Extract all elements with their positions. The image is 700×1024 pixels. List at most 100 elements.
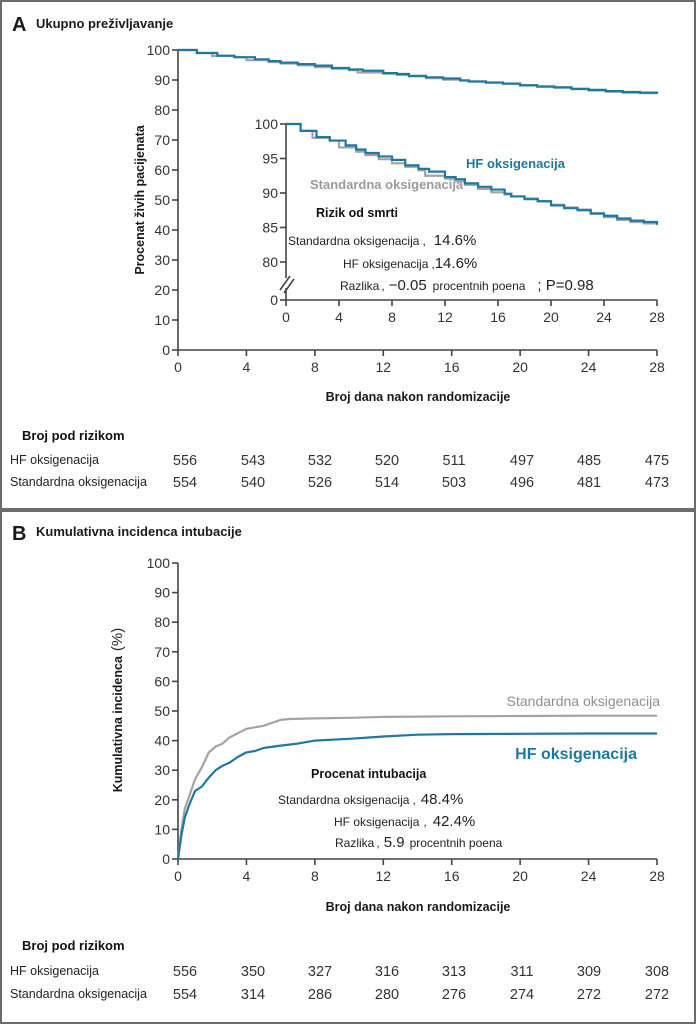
inset-label-std: Standardna oksigenacija: [310, 177, 464, 192]
panel-b-title: Kumulativna incidenca intubacije: [36, 524, 242, 539]
panel-a-inset: 0 80 85 90 95 100 0 4 8 12 16 20 24 28: [255, 116, 665, 325]
panel-a-x-tick-label: 24: [581, 359, 597, 375]
panel-b-annotation-title: Procenat intubacija: [311, 767, 427, 781]
inset-background: [285, 120, 662, 300]
panel-b-label-std: Standardna oksigenacija: [507, 693, 661, 709]
panel-b-risk-value: 316: [375, 964, 399, 980]
panel-b-x-tick-label: 0: [174, 868, 182, 884]
panel-a-y-tick-label: 100: [147, 42, 171, 58]
panel-b-axes: 0 10 20 30 40 50 60 70 80 90 100 0 4 8 12 16 20 24 28: [147, 555, 665, 884]
panel-a-annotation-line-std: Standardna oksigenacija, 14.6%: [288, 232, 476, 249]
panel-b-risk-row-label: HF oksigenacija: [10, 964, 99, 978]
inset-x-tick-label: 4: [335, 309, 343, 325]
inset-y-tick-label: 100: [255, 116, 279, 132]
panel-a-risk-value: 511: [442, 453, 465, 469]
panel-b-x-tick-label: 20: [512, 868, 528, 884]
inset-label-hf: HF oksigenacija: [466, 156, 566, 171]
panel-a-x-tick-label: 16: [444, 359, 460, 375]
panel-a-risk-value: 543: [241, 453, 265, 469]
inset-y-tick-label: 80: [262, 254, 278, 270]
panel-b-curve-hf: [176, 732, 657, 860]
panel-b-y-tick-label: 30: [154, 762, 170, 778]
inset-x-tick-label: 24: [596, 309, 612, 325]
panel-a-y-tick-label: 50: [154, 192, 170, 208]
panel-b-x-tick-label: 28: [649, 868, 665, 884]
panel-b-x-tick-label: 12: [375, 868, 391, 884]
panel-b-risk-value: 556: [173, 964, 197, 980]
panel-a-annotation-line-diff: Razlika, −0.05 procentnih poena; P=0.98: [340, 277, 594, 294]
panel-b-risk-value: 272: [645, 987, 669, 1003]
panel-b-y-tick-label: 10: [154, 821, 170, 837]
inset-x-tick-label: 8: [388, 309, 396, 325]
panel-b-frame: [0, 510, 696, 1024]
panel-b-y-tick-label: 80: [154, 614, 170, 630]
panel-b-risk-value: 554: [173, 987, 197, 1003]
panel-a-risk-row-label: HF oksigenacija: [10, 453, 99, 467]
inset-x-tick-label: 20: [543, 309, 559, 325]
panel-a-risk-value: 481: [577, 475, 601, 491]
inset-axis-break-mark: [283, 278, 295, 294]
panel-a-x-tick-label: 28: [649, 359, 665, 375]
panel-b-risk-value: 286: [308, 987, 332, 1003]
panel-b-annotation-line-hf: HF oksigenacija, 42.4%: [334, 813, 475, 830]
panel-b-y-tick-label: 20: [154, 792, 170, 808]
panel-a-risk-value: 485: [577, 453, 601, 469]
panel-a-y-tick-label: 10: [154, 312, 170, 328]
panel-b-y-tick-label: 100: [147, 555, 171, 571]
panel-a-risk-value: 475: [645, 453, 669, 469]
panel-a-curves: [178, 48, 659, 95]
panel-b-risk-value: 272: [577, 987, 601, 1003]
panel-a-risk-value: 503: [442, 475, 466, 491]
panel-b-y-tick-label: 50: [154, 703, 170, 719]
panel-a-y-tick-label: 60: [154, 162, 170, 178]
panel-a-risk-title: Broj pod rizikom: [22, 428, 125, 443]
panel-a-risk-value: 497: [510, 453, 534, 469]
panel-a-annotation-line-hf: HF oksigenacija ,14.6%: [343, 255, 477, 272]
panel-a-y-tick-label: 40: [154, 222, 170, 238]
panel-a-risk-row-label: Standardna oksigenacija: [10, 475, 147, 489]
panel-a-annotation-title: Rizik od smrti: [316, 206, 398, 220]
panel-b-risk-value: 313: [442, 964, 466, 980]
panel-a-y-tick-label: 90: [154, 72, 170, 88]
panel-a-curve-hf: [178, 48, 659, 94]
panel-a-letter: A: [12, 14, 26, 36]
panel-a-y-axis-title: Procenat živih pacijenata: [133, 124, 147, 274]
inset-curve-hf: [286, 122, 659, 225]
panel-a-x-tick-label: 0: [174, 359, 182, 375]
panel-b-y-tick-label: 0: [162, 851, 170, 867]
panel-b-risk-table: HF oksigenacija 556 350 327 316 313 311 309 308 S…: [10, 964, 669, 1003]
panel-b-curve-standard: [176, 714, 657, 860]
inset-y-tick-label: 0: [270, 292, 278, 308]
panel-a-risk-value: 540: [241, 475, 265, 491]
panel-a-risk-value: 473: [645, 475, 669, 491]
panel-b-risk-value: 327: [308, 964, 332, 980]
panel-b-annotation-line-std: Standardna oksigenacija, 48.4%: [278, 791, 463, 808]
panel-a-risk-value: 520: [375, 453, 399, 469]
panel-b-annotation-line-diff: Razlika, 5.9 procentnih poena: [335, 834, 503, 851]
panel-a-y-tick-label: 80: [154, 102, 170, 118]
inset-y-tick-label: 95: [262, 151, 278, 167]
inset-axis-break-mark: [279, 275, 291, 291]
inset-x-tick-label: 28: [649, 309, 665, 325]
inset-x-tick-label: 16: [490, 309, 506, 325]
panel-a-y-tick-label: 30: [154, 252, 170, 268]
panel-b-risk-row-label: Standardna oksigenacija: [10, 987, 147, 1001]
panel-a-risk-value: 556: [173, 453, 197, 469]
panel-a-risk-value: 526: [308, 475, 332, 491]
panel-b-x-tick-label: 16: [444, 868, 460, 884]
panel-a-y-tick-label: 70: [154, 132, 170, 148]
panel-b-risk-value: 280: [375, 987, 399, 1003]
panel-b-x-axis-title: Broj dana nakon randomizacije: [326, 900, 511, 914]
panel-b-y-tick-label: 40: [154, 733, 170, 749]
panel-b-risk-value: 274: [510, 987, 534, 1003]
panel-a-title: Ukupno preživljavanje: [36, 16, 173, 31]
panel-a-y-tick-label: 0: [162, 342, 170, 358]
panel-b-risk-value: 314: [241, 987, 265, 1003]
panel-a-x-axis-title: Broj dana nakon randomizacije: [326, 390, 511, 404]
panel-b-letter: B: [12, 523, 26, 545]
panel-a-risk-value: 532: [308, 453, 332, 469]
inset-x-tick-label: 0: [282, 309, 290, 325]
panel-a-y-tick-label: 20: [154, 282, 170, 298]
